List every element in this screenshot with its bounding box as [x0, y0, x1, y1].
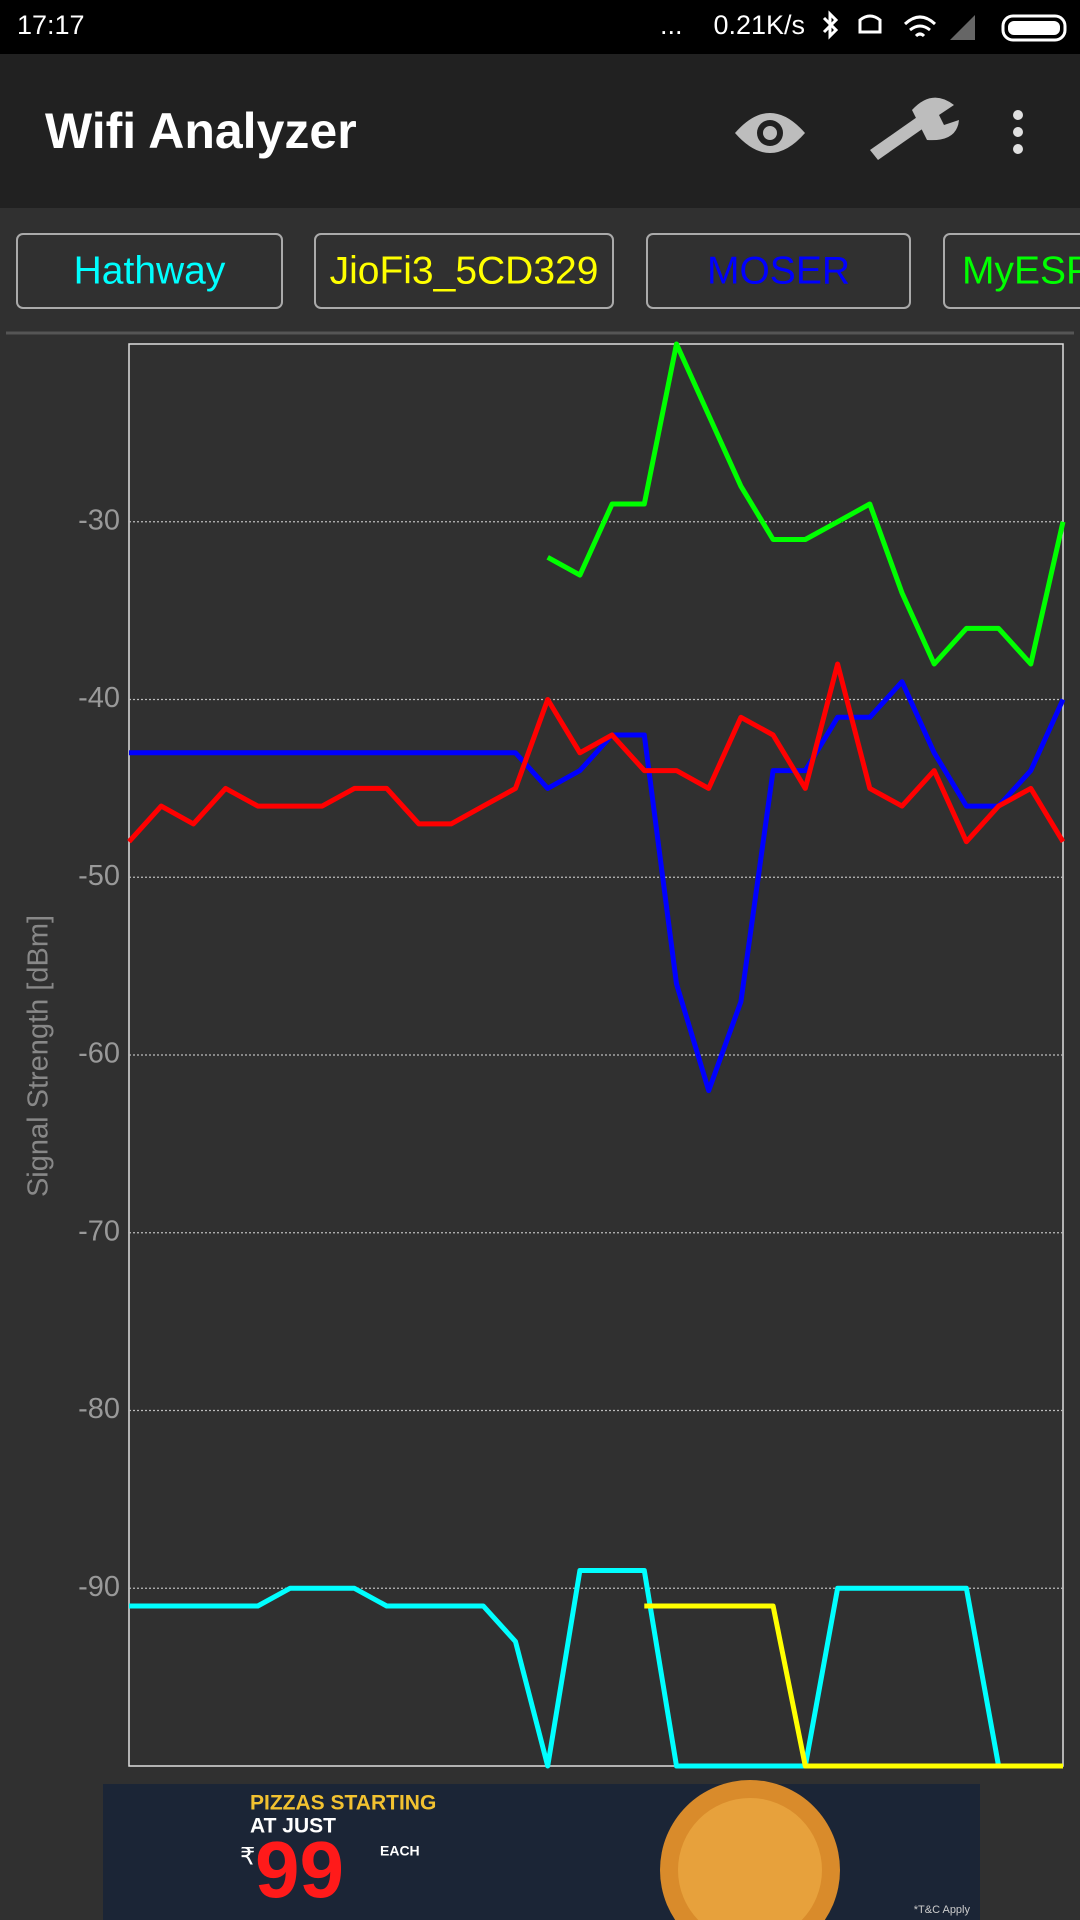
- signal-line: [546, 341, 1066, 667]
- network-tab-label: MOSER: [707, 249, 850, 292]
- menu-button[interactable]: [1013, 110, 1023, 154]
- ad-banner[interactable]: [103, 1784, 980, 1920]
- ad-unit: EACH: [380, 1843, 420, 1859]
- status-time: 17:17: [17, 10, 85, 40]
- signal-line: [127, 661, 1066, 845]
- signal-line: [129, 1568, 1063, 1769]
- network-tab[interactable]: [943, 233, 1080, 309]
- ad-terms: *T&C Apply: [914, 1904, 971, 1916]
- y-tick-label: -70: [78, 1215, 120, 1247]
- status-icons: [822, 10, 1067, 42]
- settings-button[interactable]: [870, 97, 959, 160]
- y-tick-label: -40: [78, 682, 120, 714]
- status-bar: [0, 0, 1080, 54]
- ad-price: 99: [255, 1825, 344, 1914]
- network-tab-label: JioFi3_5CD329: [330, 249, 599, 292]
- y-tick-label: -90: [78, 1571, 120, 1603]
- network-tab[interactable]: [314, 233, 614, 309]
- ad-line2: AT JUST: [250, 1815, 336, 1838]
- network-tab-label: MyESP: [962, 249, 1080, 292]
- y-tick-label: -30: [78, 504, 120, 536]
- eye-button[interactable]: [735, 113, 805, 153]
- ad-pizza-top: [678, 1798, 822, 1920]
- y-axis-label: Signal Strength [dBm]: [23, 915, 55, 1197]
- network-tab[interactable]: [16, 233, 283, 309]
- status-dots: ...: [660, 10, 683, 40]
- status-speed: 0.21K/s: [713, 10, 805, 40]
- y-tick-label: -80: [78, 1393, 120, 1425]
- network-tab-label: Hathway: [74, 249, 226, 292]
- network-tab[interactable]: [646, 233, 911, 309]
- y-tick-label: -60: [78, 1038, 120, 1070]
- app-title: Wifi Analyzer: [45, 103, 357, 159]
- ad-line1: PIZZAS STARTING: [250, 1792, 436, 1815]
- signal-line: [644, 1603, 1063, 1769]
- ad-currency: ₹: [240, 1843, 255, 1870]
- y-tick-label: -50: [78, 860, 120, 892]
- signal-line: [129, 679, 1066, 1094]
